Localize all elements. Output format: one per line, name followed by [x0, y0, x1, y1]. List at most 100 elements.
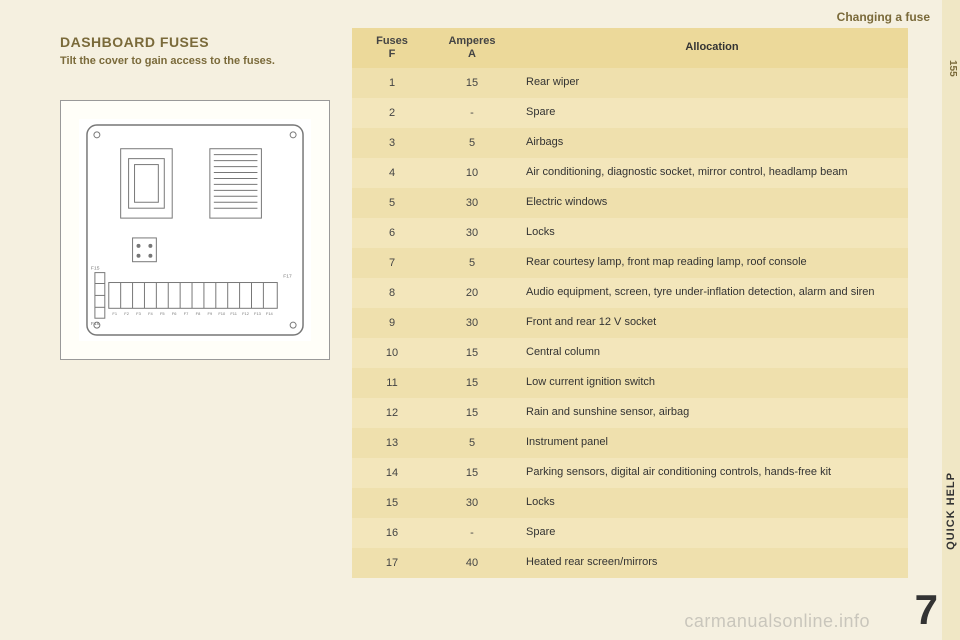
svg-text:F8: F8	[196, 311, 201, 316]
cell-amperes: 15	[432, 377, 512, 389]
cell-fuse: 17	[352, 557, 432, 569]
cell-fuse: 4	[352, 167, 432, 179]
cell-allocation: Electric windows	[512, 192, 908, 214]
cell-fuse: 14	[352, 467, 432, 479]
svg-text:F7: F7	[184, 311, 189, 316]
cell-fuse: 10	[352, 347, 432, 359]
cell-amperes: 40	[432, 557, 512, 569]
svg-text:F14: F14	[266, 311, 274, 316]
table-row: 930Front and rear 12 V socket	[352, 308, 908, 338]
col-header-fuses-label: Fuses	[376, 35, 408, 47]
cell-fuse: 12	[352, 407, 432, 419]
cell-allocation: Rear wiper	[512, 72, 908, 94]
cell-allocation: Rear courtesy lamp, front map reading la…	[512, 252, 908, 274]
cell-amperes: 20	[432, 287, 512, 299]
cell-fuse: 9	[352, 317, 432, 329]
col-header-allocation: Allocation	[512, 37, 908, 59]
cell-fuse: 16	[352, 527, 432, 539]
svg-text:F1: F1	[112, 311, 117, 316]
cell-amperes: 5	[432, 137, 512, 149]
cell-amperes: 30	[432, 197, 512, 209]
table-row: 75Rear courtesy lamp, front map reading …	[352, 248, 908, 278]
section-subtitle: Tilt the cover to gain access to the fus…	[60, 54, 320, 68]
cell-allocation: Locks	[512, 492, 908, 514]
cell-amperes: 15	[432, 347, 512, 359]
cell-fuse: 11	[352, 377, 432, 389]
table-row: 1530Locks	[352, 488, 908, 518]
col-header-fuses-sub: F	[352, 48, 432, 61]
svg-text:F13: F13	[254, 311, 262, 316]
cell-allocation: Rain and sunshine sensor, airbag	[512, 402, 908, 424]
col-header-amperes-label: Amperes	[448, 35, 495, 47]
col-header-amperes-sub: A	[432, 48, 512, 61]
fuse-diagram-frame: F1 F2 F3 F4 F5 F6 F7 F8 F9 F10 F11 F12 F13 F14 F1…	[60, 100, 330, 360]
table-row: 135Instrument panel	[352, 428, 908, 458]
table-row: 630Locks	[352, 218, 908, 248]
fuse-diagram: F1 F2 F3 F4 F5 F6 F7 F8 F9 F10 F11 F12 F13 F14 F1…	[79, 119, 311, 341]
col-header-fuses: Fuses F	[352, 35, 432, 61]
table-row: 1415Parking sensors, digital air conditi…	[352, 458, 908, 488]
table-row: 820Audio equipment, screen, tyre under-i…	[352, 278, 908, 308]
cell-amperes: 5	[432, 257, 512, 269]
cell-allocation: Front and rear 12 V socket	[512, 312, 908, 334]
cell-amperes: 30	[432, 497, 512, 509]
cell-amperes: 30	[432, 227, 512, 239]
table-body: 115Rear wiper2-Spare35Airbags410Air cond…	[352, 68, 908, 578]
svg-text:F15: F15	[91, 266, 100, 272]
table-row: 2-Spare	[352, 98, 908, 128]
table-row: 410Air conditioning, diagnostic socket, …	[352, 158, 908, 188]
cell-allocation: Spare	[512, 522, 908, 544]
cell-fuse: 1	[352, 77, 432, 89]
table-row: 1015Central column	[352, 338, 908, 368]
cell-allocation: Parking sensors, digital air conditionin…	[512, 462, 908, 484]
svg-text:F11: F11	[230, 311, 237, 316]
cell-allocation: Spare	[512, 102, 908, 124]
svg-text:F17: F17	[283, 274, 292, 280]
cell-amperes: 10	[432, 167, 512, 179]
svg-text:F12: F12	[242, 311, 249, 316]
watermark-text: carmanualsonline.info	[684, 611, 870, 632]
svg-text:F10: F10	[218, 311, 226, 316]
table-row: 1115Low current ignition switch	[352, 368, 908, 398]
cell-fuse: 5	[352, 197, 432, 209]
cell-fuse: 3	[352, 137, 432, 149]
cell-allocation: Heated rear screen/mirrors	[512, 552, 908, 574]
cell-amperes: -	[432, 107, 512, 119]
svg-text:F6: F6	[172, 311, 177, 316]
cell-allocation: Low current ignition switch	[512, 372, 908, 394]
cell-allocation: Central column	[512, 342, 908, 364]
table-row: 35Airbags	[352, 128, 908, 158]
cell-amperes: 5	[432, 437, 512, 449]
svg-text:F9: F9	[208, 311, 213, 316]
table-header-row: Fuses F Amperes A Allocation	[352, 28, 908, 68]
cell-amperes: 15	[432, 407, 512, 419]
cell-allocation: Instrument panel	[512, 432, 908, 454]
breadcrumb: Changing a fuse	[837, 10, 930, 24]
chapter-number: 7	[915, 586, 938, 634]
cell-allocation: Audio equipment, screen, tyre under-infl…	[512, 282, 908, 304]
cell-allocation: Airbags	[512, 132, 908, 154]
svg-text:F2: F2	[124, 311, 129, 316]
table-row: 16-Spare	[352, 518, 908, 548]
table-row: 1215Rain and sunshine sensor, airbag	[352, 398, 908, 428]
cell-allocation: Locks	[512, 222, 908, 244]
table-row: 530Electric windows	[352, 188, 908, 218]
svg-text:F5: F5	[160, 311, 165, 316]
cell-fuse: 15	[352, 497, 432, 509]
cell-amperes: 15	[432, 77, 512, 89]
section-title: DASHBOARD FUSES	[60, 34, 209, 50]
cell-fuse: 6	[352, 227, 432, 239]
cell-amperes: -	[432, 527, 512, 539]
cell-allocation: Air conditioning, diagnostic socket, mir…	[512, 162, 908, 184]
fuse-table: Fuses F Amperes A Allocation 115Rear wip…	[352, 28, 908, 578]
cell-fuse: 7	[352, 257, 432, 269]
svg-text:F4: F4	[148, 311, 153, 316]
col-header-amperes: Amperes A	[432, 35, 512, 61]
side-section-label: QUICK HELP	[945, 472, 957, 550]
page-number-small: 155	[947, 60, 958, 77]
svg-text:F3: F3	[136, 311, 141, 316]
table-row: 1740Heated rear screen/mirrors	[352, 548, 908, 578]
cell-fuse: 2	[352, 107, 432, 119]
manual-page: Changing a fuse 155 DASHBOARD FUSES Tilt…	[0, 0, 960, 640]
cell-fuse: 8	[352, 287, 432, 299]
